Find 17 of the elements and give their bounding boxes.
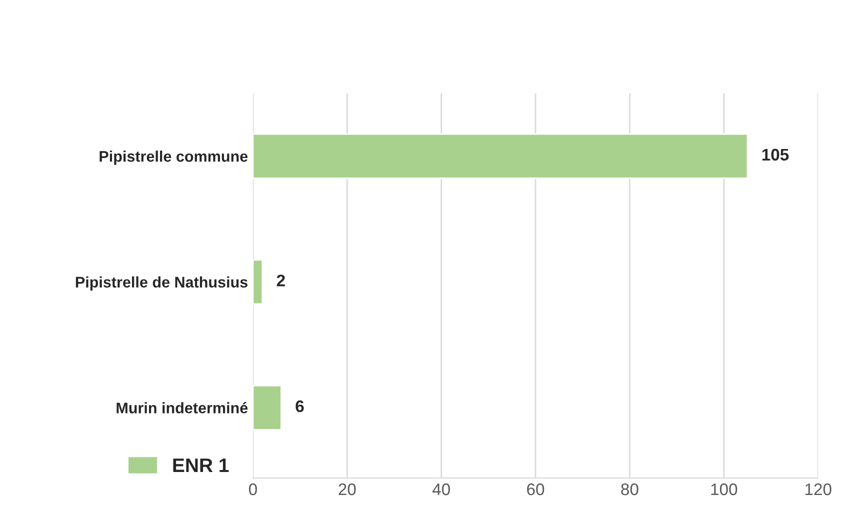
x-tick-label: 120	[805, 483, 832, 496]
y-tick-label: Pipistrelle de Nathusius	[76, 276, 248, 291]
bar	[252, 133, 748, 179]
data-label: 2	[276, 274, 285, 286]
y-tick-label: Murin indeterminé	[116, 402, 248, 414]
legend-label: ENR 1	[173, 458, 229, 472]
bar	[252, 384, 282, 430]
bar	[252, 259, 264, 305]
y-tick-label: Pipistrelle commune	[100, 150, 248, 165]
x-tick-label: 0	[248, 483, 257, 496]
data-label: 105	[762, 148, 789, 161]
data-label: 6	[296, 400, 304, 412]
x-tick-label: 100	[711, 483, 738, 496]
x-tick-label: 40	[432, 483, 450, 496]
x-tick-label: 20	[338, 483, 356, 496]
x-tick-label: 60	[527, 483, 544, 496]
x-tick-label: 80	[621, 483, 638, 496]
